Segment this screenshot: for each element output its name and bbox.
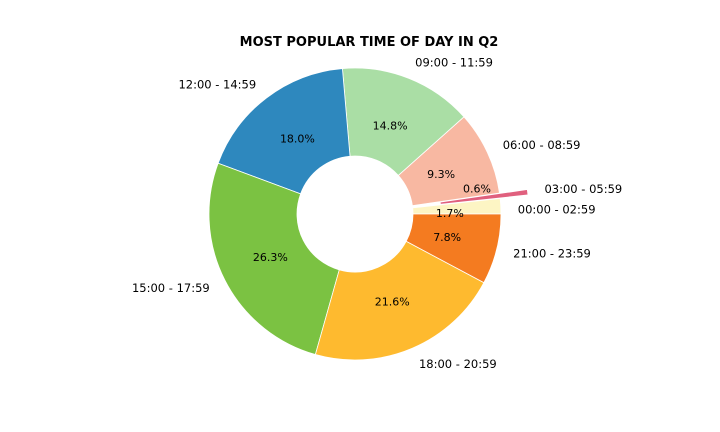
- donut-slice-6: [315, 240, 485, 361]
- percent-label-7: 7.8%: [433, 231, 461, 244]
- donut-slice-0: [412, 198, 502, 215]
- percent-label-1: 0.6%: [463, 183, 491, 196]
- category-label-3: 09:00 - 11:59: [415, 56, 493, 70]
- category-label-7: 21:00 - 23:59: [513, 247, 591, 261]
- category-label-0: 00:00 - 02:59: [518, 202, 596, 216]
- donut-slice-5: [208, 162, 340, 355]
- slices-group: [208, 67, 529, 361]
- percent-label-6: 21.6%: [375, 295, 410, 308]
- category-label-4: 12:00 - 14:59: [178, 77, 256, 91]
- percent-label-4: 18.0%: [280, 132, 315, 145]
- percent-labels-group: 1.7% 0.6% 9.3% 14.8% 18.0% 26.3% 21.6% 7.8%: [253, 120, 491, 309]
- category-label-5: 15:00 - 17:59: [132, 281, 210, 295]
- donut-slice-4: [217, 68, 351, 195]
- donut-slice-3: [342, 67, 465, 176]
- percent-label-0: 1.7%: [436, 207, 464, 220]
- category-label-2: 06:00 - 08:59: [503, 138, 581, 152]
- percent-label-5: 26.3%: [253, 251, 288, 264]
- chart-title: MOST POPULAR TIME OF DAY IN Q2: [240, 35, 499, 50]
- category-labels-group: 00:00 - 02:59 03:00 - 05:59 06:00 - 08:59 0…: [132, 56, 622, 371]
- percent-label-3: 14.8%: [373, 120, 408, 133]
- category-label-1: 03:00 - 05:59: [544, 182, 622, 196]
- donut-slice-7: [405, 213, 502, 284]
- percent-label-2: 9.3%: [427, 168, 455, 181]
- category-label-6: 18:00 - 20:59: [419, 357, 497, 371]
- donut-slice-1: [439, 189, 529, 205]
